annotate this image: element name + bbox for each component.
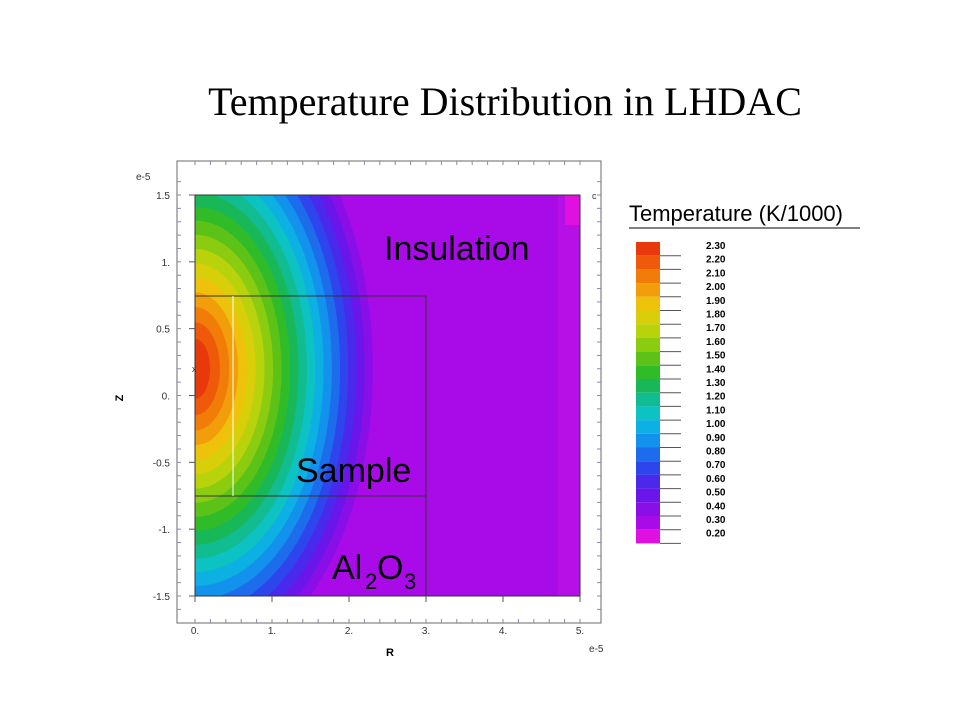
edge-hot-band bbox=[558, 195, 580, 596]
legend-swatch bbox=[636, 447, 660, 462]
legend-swatch bbox=[636, 351, 660, 366]
y-exponent-label: e-5 bbox=[136, 172, 151, 183]
probe-marker: x bbox=[192, 364, 197, 374]
legend-swatch bbox=[636, 488, 660, 503]
x-exponent-label: e-5 bbox=[589, 644, 604, 655]
legend-label: 1.70 bbox=[706, 323, 726, 334]
sample-label: Sample bbox=[296, 452, 411, 490]
x-tick-label: 3. bbox=[422, 626, 430, 637]
legend-label: 1.50 bbox=[706, 351, 726, 362]
legend-label: 1.90 bbox=[706, 296, 726, 307]
al2o3-label: Al 2 O 3 bbox=[332, 549, 416, 594]
legend-swatch bbox=[636, 392, 660, 407]
legend-title: Temperature (K/1000) bbox=[629, 201, 843, 226]
y-tick-label: -1. bbox=[158, 525, 170, 536]
contour-field bbox=[195, 195, 580, 596]
y-axis-label: Z bbox=[114, 394, 126, 401]
legend-swatch bbox=[636, 433, 660, 448]
legend-label: 0.60 bbox=[706, 474, 726, 485]
legend-label: 1.40 bbox=[706, 364, 726, 375]
legend-label: 2.00 bbox=[706, 282, 726, 293]
legend-label: 0.30 bbox=[706, 515, 726, 526]
y-tick-label: 0.5 bbox=[156, 325, 170, 336]
legend-swatch bbox=[636, 406, 660, 421]
legend-label: 1.00 bbox=[706, 419, 726, 430]
legend-label: 2.10 bbox=[706, 268, 726, 279]
legend-swatch bbox=[636, 502, 660, 516]
y-tick-label: 1. bbox=[162, 258, 170, 269]
legend-label: 2.30 bbox=[706, 241, 726, 252]
insulation-label: Insulation bbox=[384, 230, 530, 268]
legend-label: 2.20 bbox=[706, 255, 726, 266]
y-tick-label: -0.5 bbox=[153, 458, 171, 469]
al2o3-label-sub1: 2 bbox=[365, 569, 377, 594]
legend-swatch bbox=[636, 461, 660, 475]
legend-label: 0.20 bbox=[706, 529, 726, 540]
al2o3-label-o: O bbox=[377, 549, 403, 587]
x-tick-label: 2. bbox=[345, 626, 353, 637]
legend-swatch bbox=[636, 365, 660, 379]
legend-label: 1.80 bbox=[706, 310, 726, 321]
x-tick-label: 0. bbox=[191, 626, 199, 637]
legend-label: 0.40 bbox=[706, 501, 726, 512]
legend-swatch bbox=[636, 324, 660, 338]
legend: 2.30 2.20 2.10 2.00 1.90 1.80 1.70 1.60 1.50 1.40… bbox=[636, 241, 726, 544]
legend-swatch bbox=[636, 310, 660, 325]
frame-ticks bbox=[177, 161, 601, 623]
legend-swatch bbox=[636, 242, 660, 256]
legend-swatch bbox=[636, 516, 660, 530]
x-tick-label: 5. bbox=[576, 626, 584, 637]
legend-swatch bbox=[636, 529, 660, 544]
legend-label: 1.30 bbox=[706, 378, 726, 389]
legend-swatch bbox=[636, 269, 660, 284]
legend-swatch bbox=[636, 379, 660, 393]
x-tick-label: 1. bbox=[268, 626, 276, 637]
legend-label: 0.80 bbox=[706, 447, 726, 458]
legend-swatch bbox=[636, 337, 660, 352]
legend-label: 1.60 bbox=[706, 337, 726, 348]
legend-label: 1.10 bbox=[706, 405, 726, 416]
x-axis: 0. 1. 2. 3. 4. 5. bbox=[191, 596, 584, 637]
legend-label: 1.20 bbox=[706, 392, 726, 403]
y-axis: 1.5 1. 0.5 0. -0.5 -1. -1.5 bbox=[153, 191, 195, 603]
x-axis-label: R bbox=[386, 647, 394, 659]
plot-frame bbox=[176, 160, 602, 624]
legend-swatch bbox=[636, 420, 660, 434]
corner-hot-band bbox=[565, 195, 580, 225]
legend-swatch bbox=[636, 296, 660, 311]
legend-label: 0.50 bbox=[706, 488, 726, 499]
al2o3-label-sub2: 3 bbox=[404, 569, 416, 594]
legend-label: 0.70 bbox=[706, 460, 726, 471]
y-tick-label: 1.5 bbox=[156, 191, 170, 202]
legend-swatch bbox=[636, 474, 660, 489]
legend-label: 0.90 bbox=[706, 433, 726, 444]
corner-marker: c bbox=[592, 191, 597, 201]
contour-ring bbox=[195, 338, 210, 399]
slide-title: Temperature Distribution in LHDAC bbox=[208, 79, 802, 124]
legend-swatch bbox=[636, 283, 660, 297]
al2o3-label-al: Al bbox=[332, 549, 362, 587]
x-tick-label: 4. bbox=[499, 626, 507, 637]
y-tick-label: -1.5 bbox=[153, 592, 171, 603]
y-tick-label: 0. bbox=[162, 392, 170, 403]
legend-swatch bbox=[636, 255, 660, 270]
